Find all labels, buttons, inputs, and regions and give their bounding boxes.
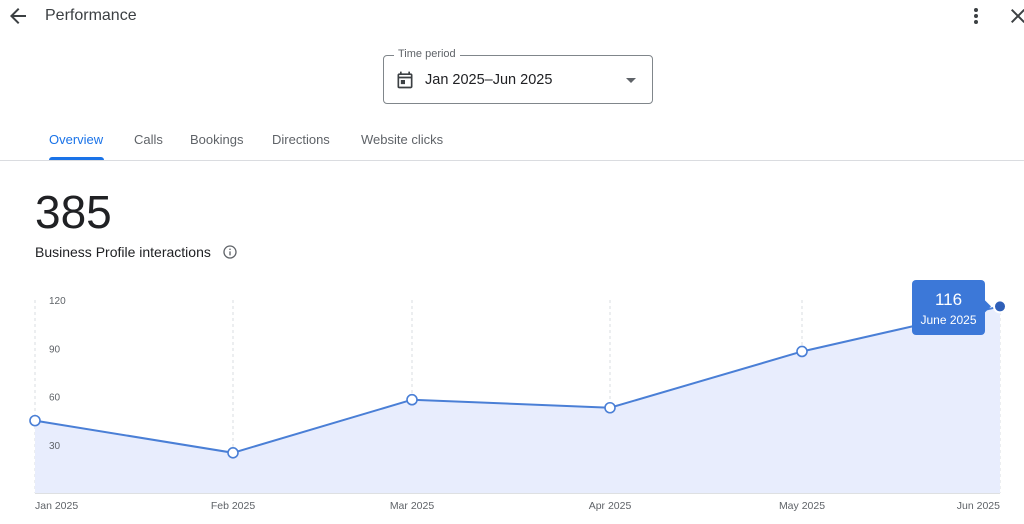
x-tick-label: Feb 2025 (211, 500, 256, 512)
x-tick-label: Mar 2025 (390, 500, 435, 512)
interactions-chart: 120 90 60 30 Jan 2025 Feb 2025 Mar 2025 Apr 20… (29, 280, 1007, 512)
chart-x-axis: Jan 2025 Feb 2025 Mar 2025 Apr 2025 May 2025… (35, 500, 1000, 512)
dropdown-arrow-icon (626, 78, 636, 83)
close-icon (1011, 9, 1024, 23)
tooltip-value: 116 (935, 290, 962, 309)
chart-area (34, 305, 1001, 493)
series-line (34, 305, 1001, 454)
active-tab-indicator (49, 157, 104, 160)
tab-directions[interactable]: Directions (272, 132, 330, 147)
data-point[interactable] (604, 401, 616, 414)
tab-website-clicks[interactable]: Website clicks (361, 132, 444, 147)
more-vert-icon (974, 8, 978, 24)
data-point[interactable] (406, 393, 418, 406)
more-options-button[interactable] (964, 4, 988, 28)
y-tick-label: 120 (49, 296, 66, 307)
tab-calls[interactable]: Calls (134, 132, 163, 147)
x-tick-label: Jun 2025 (957, 500, 1000, 512)
chart-tooltip: 116 June 2025 (912, 280, 991, 335)
time-period-label: Time period (394, 48, 460, 60)
tooltip-label: June 2025 (920, 313, 976, 327)
calendar-icon (397, 71, 413, 89)
time-period-select[interactable]: Time period Jan 2025–Jun 2025 (383, 48, 653, 104)
chart-y-axis: 120 90 60 30 (49, 296, 66, 452)
x-tick-label: Apr 2025 (589, 500, 632, 512)
tab-bar: Overview Calls Bookings Directions Websi… (0, 122, 1024, 161)
top-bar: Performance (0, 0, 1024, 34)
metric-total: 385 (35, 186, 112, 238)
tab-bookings[interactable]: Bookings (190, 132, 244, 147)
metric-label: Business Profile interactions (35, 244, 211, 260)
back-button[interactable] (6, 4, 30, 28)
tab-overview[interactable]: Overview (49, 132, 104, 147)
arrow-back-icon (10, 8, 26, 24)
time-period-value: Jan 2025–Jun 2025 (425, 72, 553, 88)
y-tick-label: 90 (49, 344, 61, 355)
data-point[interactable] (29, 414, 41, 427)
chart-points (29, 299, 1007, 459)
tooltip-pointer (985, 300, 991, 313)
data-point[interactable] (227, 446, 239, 459)
data-point[interactable] (993, 299, 1007, 314)
y-tick-label: 30 (49, 441, 61, 452)
page-title: Performance (45, 7, 137, 24)
x-tick-label: May 2025 (779, 500, 825, 512)
info-icon[interactable] (222, 244, 238, 260)
data-point[interactable] (796, 345, 808, 358)
y-tick-label: 60 (49, 393, 61, 404)
close-button[interactable] (1006, 4, 1024, 28)
series-area (35, 306, 1000, 493)
x-tick-label: Jan 2025 (35, 500, 78, 512)
tooltip-box (912, 280, 985, 335)
